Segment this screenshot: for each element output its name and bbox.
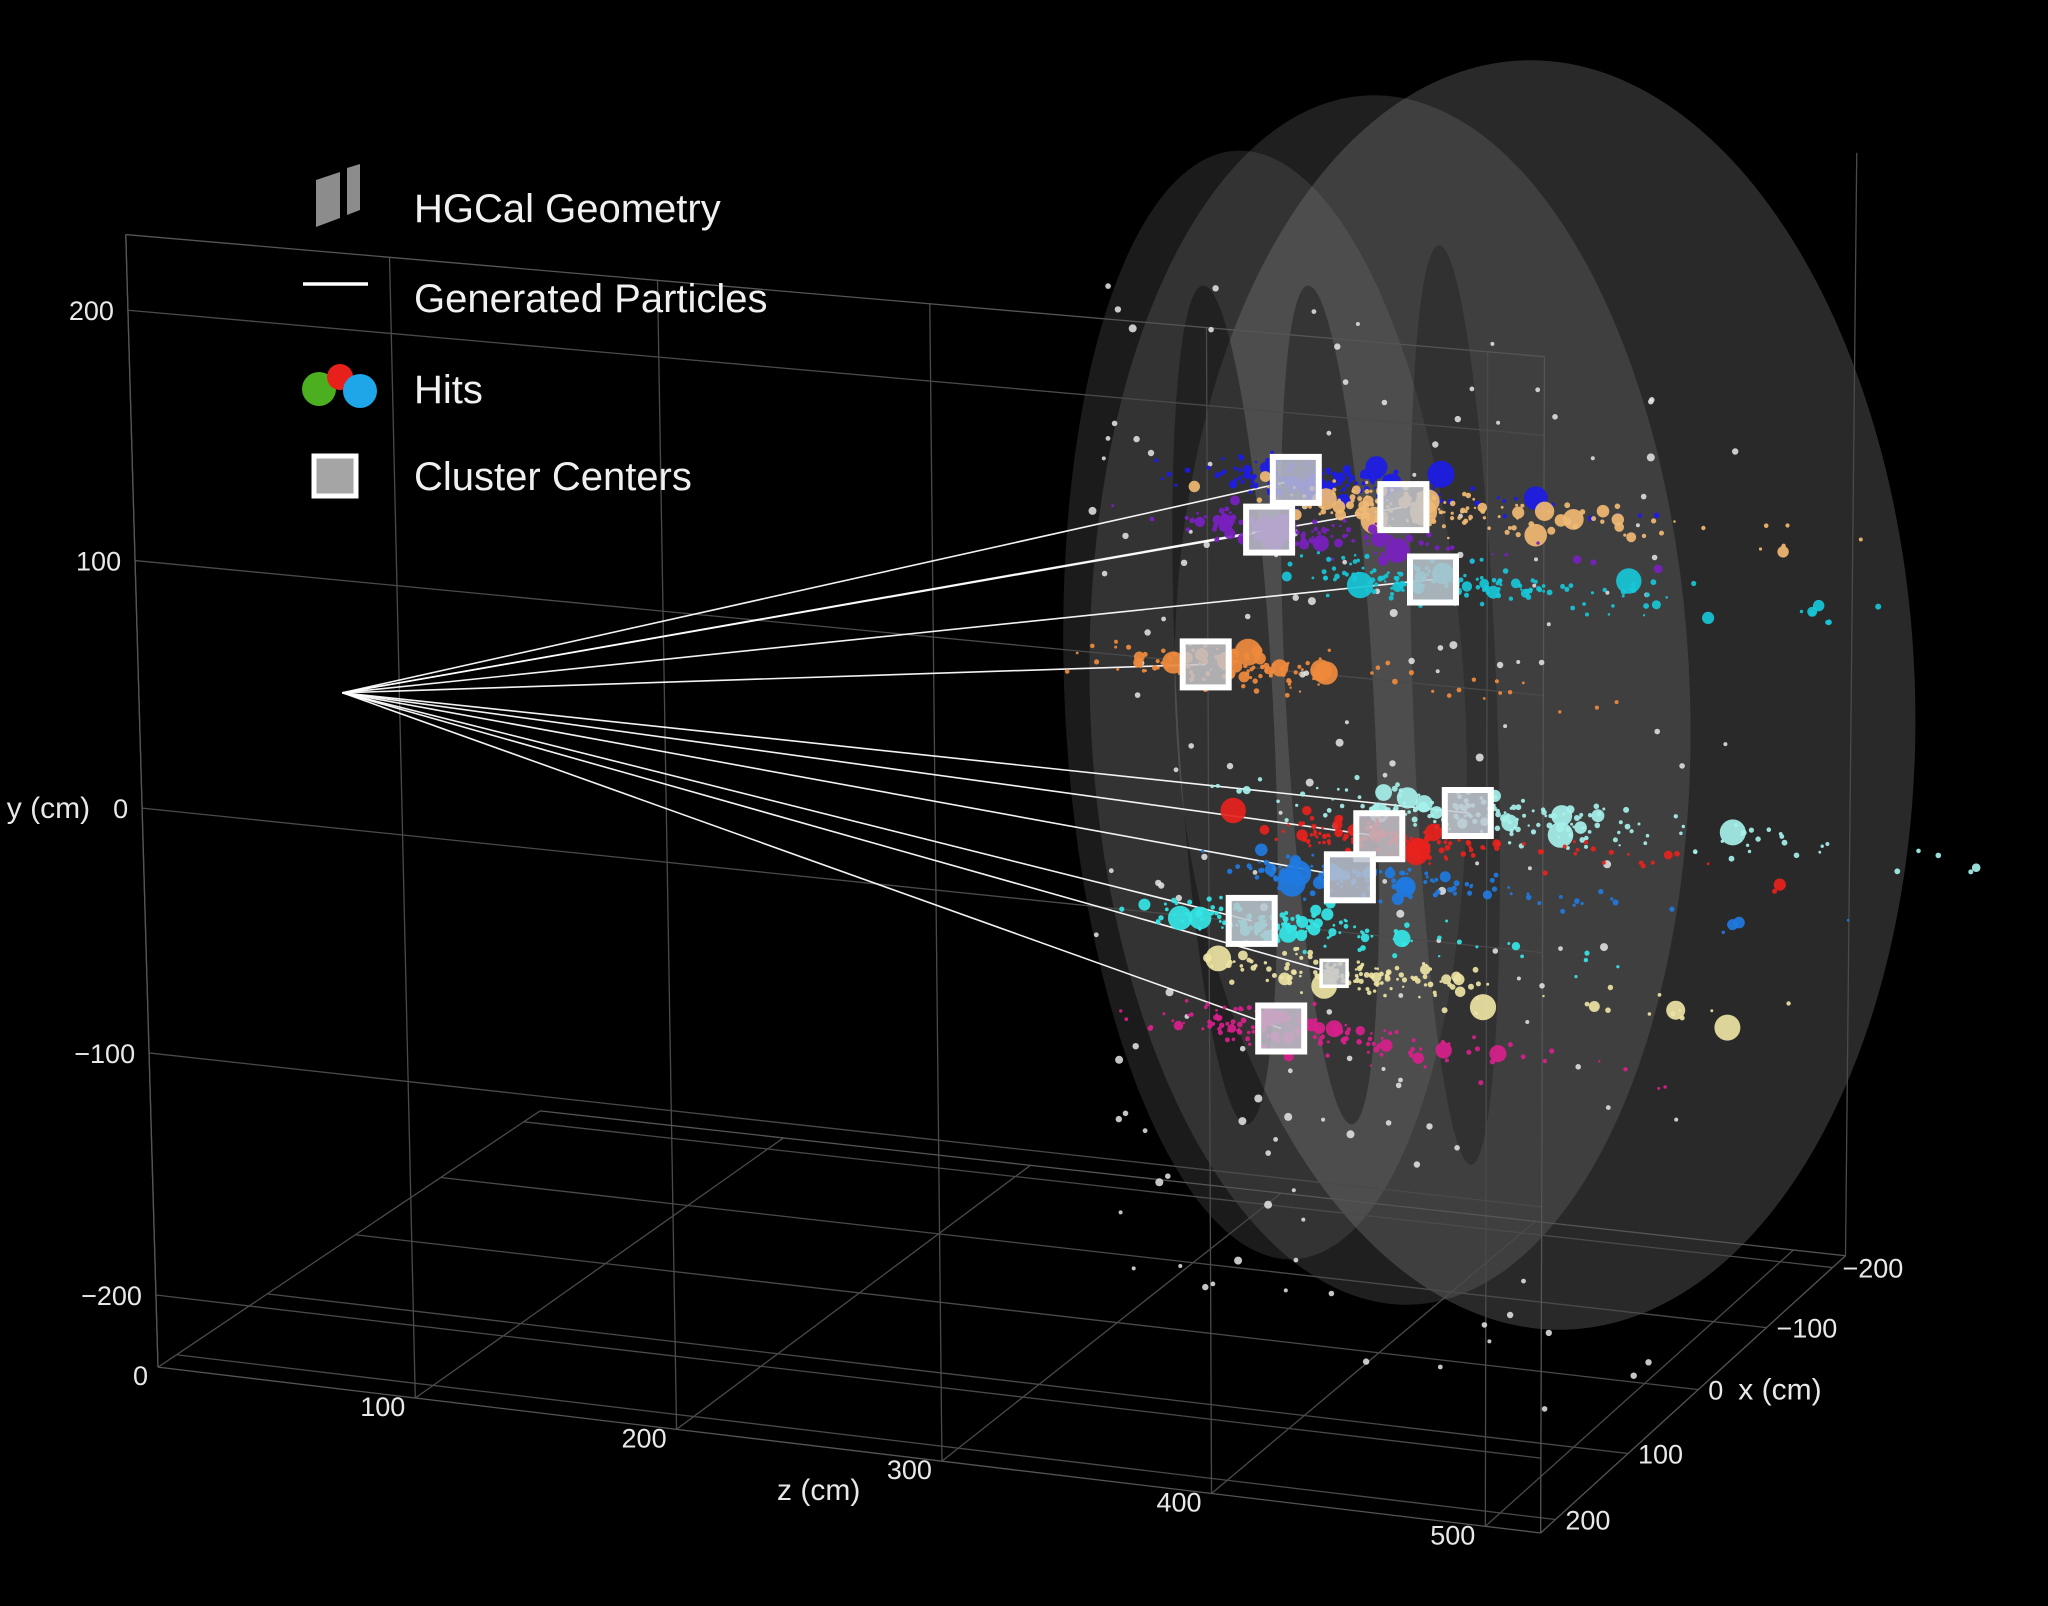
svg-text:−200: −200 — [1843, 1254, 1904, 1284]
svg-text:−200: −200 — [81, 1281, 142, 1311]
svg-text:0: 0 — [113, 794, 128, 824]
svg-text:200: 200 — [69, 296, 114, 326]
svg-text:500: 500 — [1430, 1520, 1475, 1550]
svg-text:Hits: Hits — [414, 368, 483, 412]
svg-text:Cluster Centers: Cluster Centers — [414, 455, 692, 499]
svg-text:200: 200 — [622, 1423, 667, 1453]
svg-text:100: 100 — [360, 1392, 405, 1422]
svg-text:300: 300 — [887, 1455, 932, 1485]
svg-text:0: 0 — [1708, 1376, 1723, 1406]
svg-text:100: 100 — [1638, 1440, 1683, 1470]
svg-text:x (cm): x (cm) — [1738, 1374, 1821, 1407]
svg-text:−100: −100 — [74, 1039, 135, 1069]
svg-text:400: 400 — [1156, 1488, 1201, 1518]
svg-text:HGCal Geometry: HGCal Geometry — [414, 187, 721, 231]
svg-text:200: 200 — [1565, 1506, 1610, 1536]
svg-text:Generated Particles: Generated Particles — [414, 277, 768, 321]
svg-text:−100: −100 — [1777, 1314, 1838, 1344]
svg-text:100: 100 — [76, 547, 121, 577]
svg-text:z (cm): z (cm) — [777, 1474, 860, 1507]
svg-text:0: 0 — [133, 1361, 148, 1391]
svg-text:y (cm): y (cm) — [7, 792, 90, 825]
